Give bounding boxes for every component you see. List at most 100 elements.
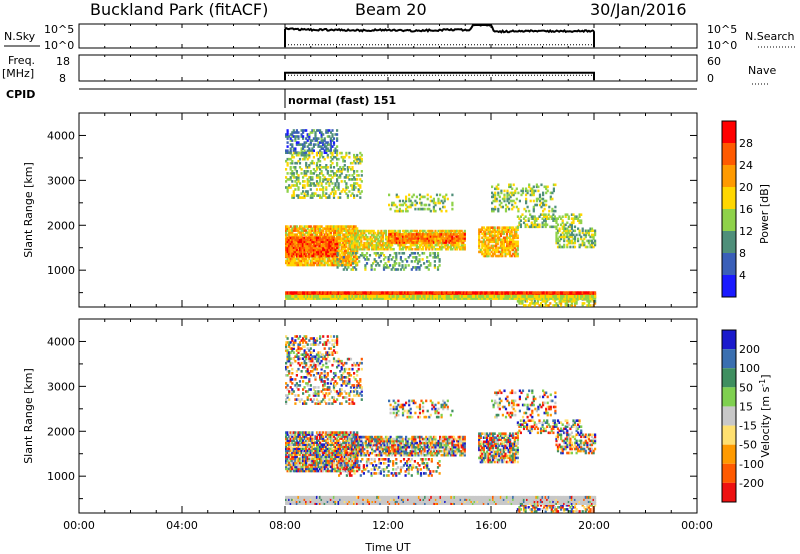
data-cell	[440, 241, 443, 245]
band-cell	[353, 296, 356, 300]
data-cell	[564, 304, 567, 307]
band-cell	[475, 293, 478, 297]
band-cell	[436, 293, 439, 297]
data-cell	[347, 252, 350, 255]
band-cell	[496, 291, 499, 295]
band-cell	[515, 291, 518, 295]
data-cell	[362, 256, 365, 259]
data-cell	[580, 235, 583, 239]
data-cell	[492, 246, 495, 250]
data-cell	[289, 257, 292, 261]
data-cell	[359, 254, 362, 257]
data-cell	[336, 266, 339, 269]
data-cell	[329, 248, 332, 252]
data-cell	[426, 260, 429, 263]
data-cell	[320, 170, 323, 173]
data-cell	[454, 235, 457, 238]
data-cell	[540, 201, 543, 205]
band-cell	[509, 296, 512, 300]
data-cell	[456, 229, 459, 233]
data-cell	[548, 209, 551, 213]
band-cell	[408, 294, 411, 298]
data-cell	[545, 187, 548, 191]
data-cell	[288, 229, 291, 232]
data-cell	[563, 237, 566, 241]
data-cell	[292, 192, 295, 195]
data-cell	[308, 137, 311, 140]
data-cell	[405, 235, 408, 238]
data-cell	[353, 172, 356, 175]
data-cell	[516, 252, 519, 256]
data-cell	[364, 266, 367, 269]
band-cell	[400, 291, 404, 295]
band-cell	[297, 296, 300, 300]
band-cell	[455, 296, 458, 300]
data-cell	[329, 263, 332, 267]
band-cell	[424, 291, 427, 295]
data-cell	[496, 254, 499, 258]
data-cell	[298, 161, 302, 165]
beam-title: Beam 20	[355, 0, 427, 19]
data-cell	[349, 235, 353, 238]
data-cell	[326, 238, 329, 242]
band-cell	[300, 293, 303, 297]
data-cell	[375, 254, 378, 257]
data-cell	[309, 196, 312, 199]
data-cell	[561, 221, 564, 225]
data-cell	[510, 244, 513, 248]
data-cell	[312, 355, 315, 358]
data-cell	[306, 384, 309, 387]
band-cell	[580, 291, 583, 295]
data-cell	[336, 254, 339, 257]
data-cell	[289, 254, 292, 258]
data-cell	[414, 199, 417, 203]
data-cell	[295, 353, 298, 356]
data-cell	[537, 197, 540, 201]
data-cell	[498, 236, 501, 240]
band-cell	[419, 293, 422, 297]
data-cell	[399, 258, 402, 261]
data-cell	[345, 241, 348, 244]
data-cell	[449, 245, 452, 249]
data-cell	[314, 240, 317, 244]
data-cell	[295, 151, 298, 154]
data-cell	[331, 170, 334, 173]
data-cell	[375, 264, 378, 267]
data-cell	[326, 236, 329, 240]
data-cell	[504, 252, 507, 256]
band-cell	[394, 296, 397, 300]
data-cell	[302, 388, 305, 391]
data-cell	[294, 248, 297, 252]
data-cell	[311, 178, 314, 181]
data-cell	[309, 244, 312, 248]
band-cell	[371, 293, 374, 297]
data-cell	[303, 339, 306, 342]
data-cell	[309, 182, 312, 185]
data-cell	[312, 229, 315, 232]
data-cell	[289, 242, 292, 246]
band-cell	[337, 296, 340, 300]
band-cell	[328, 294, 331, 298]
data-cell	[317, 151, 320, 154]
data-cell	[535, 223, 538, 227]
data-cell	[361, 252, 364, 255]
data-cell	[388, 241, 391, 244]
band-cell	[365, 296, 368, 300]
data-cell	[320, 359, 323, 363]
data-cell	[349, 225, 353, 228]
band-cell	[481, 294, 484, 298]
data-cell	[530, 215, 533, 218]
data-cell	[295, 131, 298, 134]
data-cell	[573, 304, 577, 307]
data-cell	[443, 239, 446, 242]
data-cell	[563, 227, 566, 231]
data-cell	[570, 231, 573, 235]
band-cell	[479, 296, 482, 300]
data-cell	[485, 236, 489, 240]
data-cell	[501, 226, 504, 229]
data-cell	[286, 242, 289, 246]
data-cell	[291, 161, 294, 165]
data-cell	[306, 194, 309, 197]
data-cell	[487, 240, 490, 244]
data-cell	[289, 186, 292, 189]
